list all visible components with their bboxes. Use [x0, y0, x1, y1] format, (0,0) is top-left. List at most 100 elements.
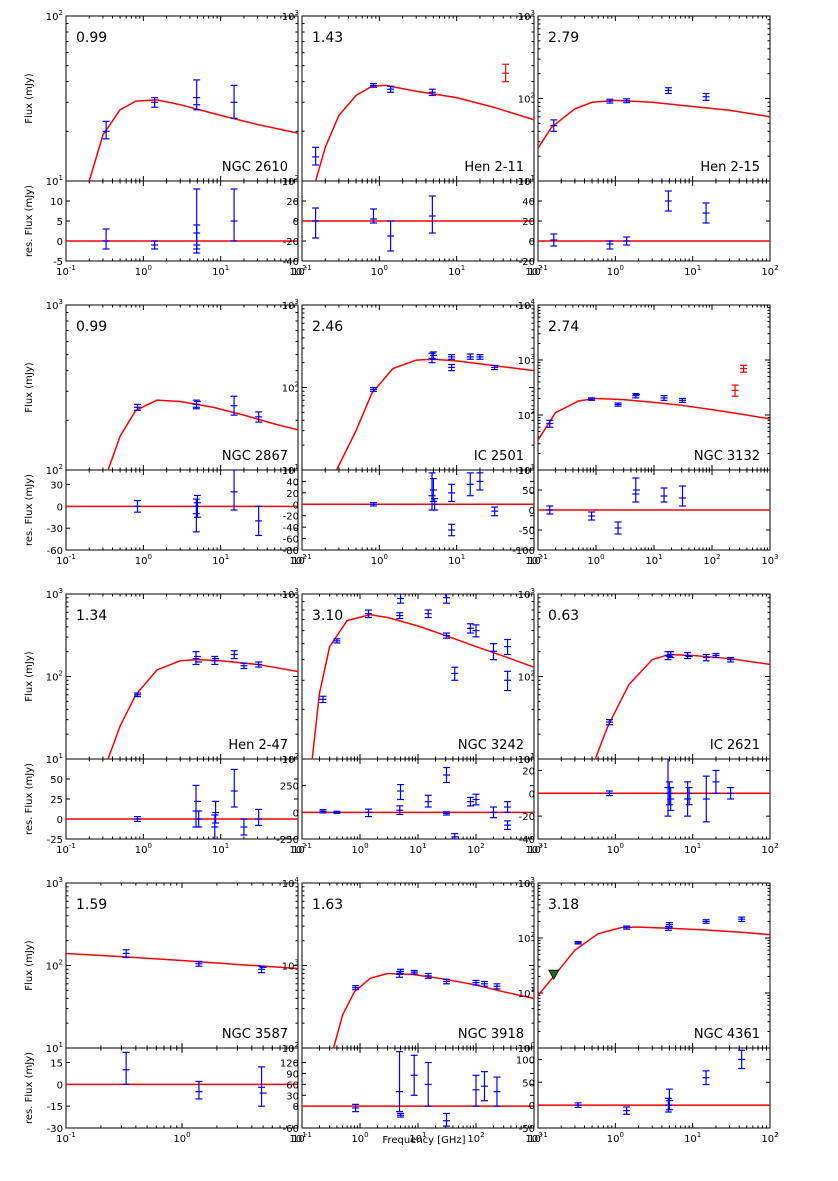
panel: 10-1 100 101 102 101 102 -5 0 5 10 0.99 NGC 2610 Flu…: [24, 9, 307, 278]
residual-axes-frame: [65, 758, 299, 840]
residual-point: [387, 220, 395, 252]
x-tick-label: 10-1: [56, 842, 76, 856]
residual-point: [230, 188, 238, 242]
y-tick-label: 103: [518, 353, 535, 367]
data-point: [448, 363, 456, 372]
flux-axis-label: Flux (mJy): [24, 651, 35, 701]
panel: 10-1 100 101 102 103 101 102 103 104 -100 -50 0 50 2.…: [512, 298, 778, 567]
data-point: [122, 949, 130, 959]
y-tick-label: 102: [282, 1041, 299, 1055]
panel: 10-1 100 101 102 103 102 103 -250 0 250 3.10 NGC 32…: [276, 587, 542, 856]
residual-point: [424, 794, 432, 808]
residual-point: [396, 1051, 404, 1113]
panel-title: NGC 3132: [694, 449, 760, 464]
data-point: [448, 354, 456, 360]
panel-title: IC 2501: [474, 449, 524, 464]
x-tick-label: 103: [525, 1131, 542, 1145]
res-y-tick-label: 30: [50, 481, 63, 492]
data-point: [550, 119, 558, 132]
data-point: [442, 978, 450, 985]
data-point: [667, 651, 675, 659]
model-curve: [66, 952, 298, 970]
residual-point: [102, 228, 110, 250]
x-tick-label: 10-1: [292, 264, 312, 278]
residual-point: [192, 498, 200, 533]
x-tick-label: 100: [607, 842, 624, 856]
data-point: [396, 971, 404, 978]
y-tick-label: 103: [282, 298, 299, 312]
residual-point: [588, 511, 596, 521]
res-y-tick-label: 0: [57, 1080, 63, 1091]
residual-point: [255, 505, 263, 537]
panel-title: IC 2621: [710, 738, 760, 753]
data-point: [133, 692, 141, 698]
res-y-tick-label: -20: [519, 257, 535, 268]
residual-point: [738, 1049, 746, 1070]
residual-point: [212, 800, 220, 824]
res-y-tick-label: 100: [516, 1055, 535, 1066]
residual-point: [442, 811, 450, 816]
model-curve: [311, 613, 534, 759]
spectral-index: 0.63: [548, 608, 579, 624]
x-tick-label: 100: [173, 1131, 190, 1145]
data-point: [230, 84, 238, 119]
data-point: [684, 651, 692, 660]
y-tick-label: 101: [518, 986, 535, 1000]
y-tick-label: 102: [282, 174, 299, 188]
y-tick-label: 103: [518, 9, 535, 23]
residual-point: [312, 207, 320, 239]
model-curve: [107, 399, 298, 470]
residual-point: [151, 240, 159, 250]
residual-point: [364, 808, 372, 818]
residual-axis-label: res. Flux (mJy): [24, 763, 35, 835]
residual-point: [133, 499, 141, 513]
panel-title: NGC 3242: [458, 738, 524, 753]
x-tick-label: 102: [467, 842, 484, 856]
y-tick-label: 102: [282, 752, 299, 766]
model-curve: [314, 84, 534, 181]
data-point: [466, 623, 474, 634]
data-point: [480, 980, 488, 987]
residual-point: [240, 818, 248, 836]
res-y-tick-label: 15: [50, 1059, 63, 1070]
residual-point: [504, 801, 512, 813]
data-point: [702, 92, 710, 101]
residual-point: [195, 810, 203, 828]
residual-point: [319, 809, 327, 814]
model-curve: [335, 358, 534, 470]
x-tick-label: 100: [371, 264, 388, 278]
data-point: [702, 919, 710, 924]
data-point: [352, 985, 360, 991]
data-point: [258, 965, 266, 974]
residual-point: [491, 506, 499, 517]
y-tick-label: 103: [46, 876, 63, 890]
residual-point: [605, 790, 613, 797]
data-point: [606, 98, 614, 104]
y-tick-label: 101: [46, 1041, 63, 1055]
spectral-index: 1.59: [76, 897, 107, 913]
residual-axes-frame: [537, 758, 771, 840]
residual-point: [702, 1070, 710, 1086]
res-y-tick-label: 60: [286, 1080, 299, 1091]
x-tick-label: 101: [212, 842, 229, 856]
residual-point: [333, 810, 341, 815]
residual-point: [712, 769, 720, 794]
flux-axis-label: Flux (mJy): [24, 940, 35, 990]
y-tick-label: 101: [282, 463, 299, 477]
res-y-tick-label: -20: [283, 512, 299, 523]
res-y-tick-label: -100: [512, 546, 535, 557]
x-tick-label: 10-1: [528, 842, 548, 856]
residual-point: [397, 783, 405, 801]
res-y-tick-label: -80: [283, 546, 299, 557]
panel: 10-1 100 101 102 102 103 -60 -30 0 30 0.99 NGC 2867…: [24, 298, 307, 567]
y-tick-label: 102: [518, 408, 535, 422]
x-tick-label: 10-1: [56, 1131, 76, 1145]
x-tick-label: 100: [607, 1131, 624, 1145]
data-point: [230, 395, 238, 416]
x-axis-label: Frequency [GHz]: [382, 1135, 465, 1146]
panel-title: Hen 2-47: [228, 738, 288, 753]
res-y-tick-label: 0: [57, 237, 63, 248]
data-point: [442, 594, 450, 604]
panel-title: NGC 3918: [458, 1027, 524, 1042]
panel-title: NGC 3587: [222, 1027, 288, 1042]
